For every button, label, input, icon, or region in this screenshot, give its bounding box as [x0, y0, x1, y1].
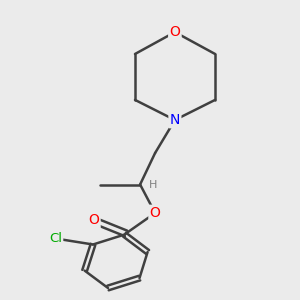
Text: N: N [170, 113, 180, 127]
Text: Cl: Cl [49, 232, 62, 245]
Text: O: O [88, 214, 99, 227]
Text: O: O [169, 25, 180, 39]
Text: H: H [148, 179, 157, 190]
Text: O: O [150, 206, 160, 220]
